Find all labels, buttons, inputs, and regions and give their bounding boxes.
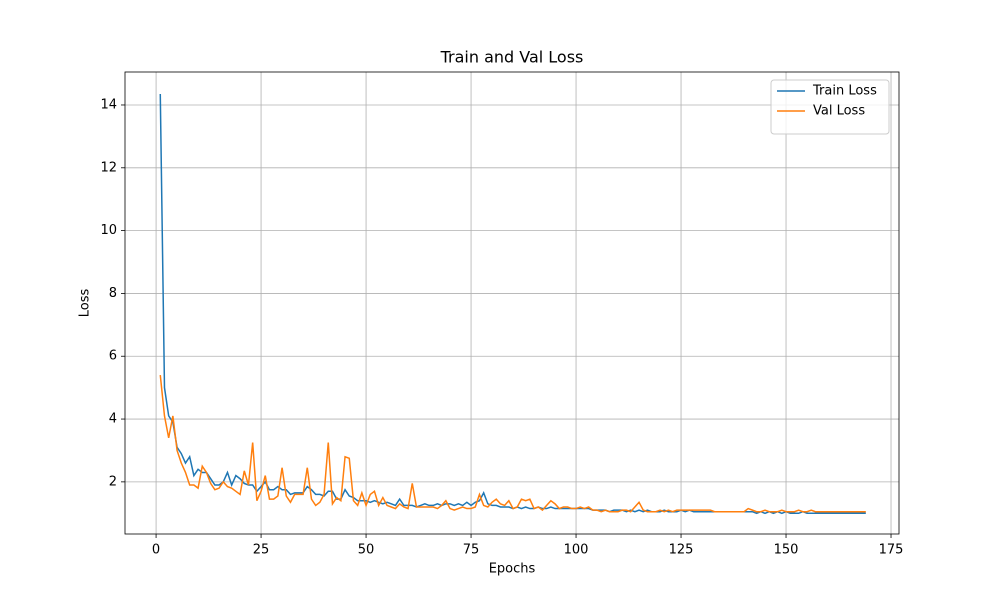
y-tick-label: 14 <box>100 97 117 112</box>
legend-box <box>770 79 890 135</box>
y-tick-label: 12 <box>100 160 117 175</box>
legend-label: Train Loss <box>812 84 877 99</box>
legend: Train Loss Val Loss <box>770 79 890 135</box>
x-tick-label: 150 <box>774 543 799 558</box>
plot-frame <box>124 71 900 535</box>
line-series <box>159 93 866 515</box>
legend-label: Val Loss <box>813 104 865 119</box>
x-tick-label: 75 <box>463 543 480 558</box>
chart-title: Train and Val Loss <box>440 48 584 67</box>
x-tick-label: 25 <box>253 543 270 558</box>
y-axis-label: Loss <box>78 289 93 318</box>
line-series <box>159 375 866 513</box>
y-tick-label: 6 <box>109 349 117 364</box>
x-tick-label: 100 <box>564 543 589 558</box>
y-tick-label: 4 <box>109 412 117 427</box>
x-tick-label: 0 <box>152 543 160 558</box>
x-tick-label: 50 <box>358 543 375 558</box>
x-tick-label: 175 <box>879 543 904 558</box>
y-tick-label: 10 <box>100 223 117 238</box>
y-tick-label: 2 <box>109 474 117 489</box>
x-tick-label: 125 <box>669 543 694 558</box>
x-axis-label: Epochs <box>489 562 536 577</box>
y-tick-label: 8 <box>109 286 117 301</box>
